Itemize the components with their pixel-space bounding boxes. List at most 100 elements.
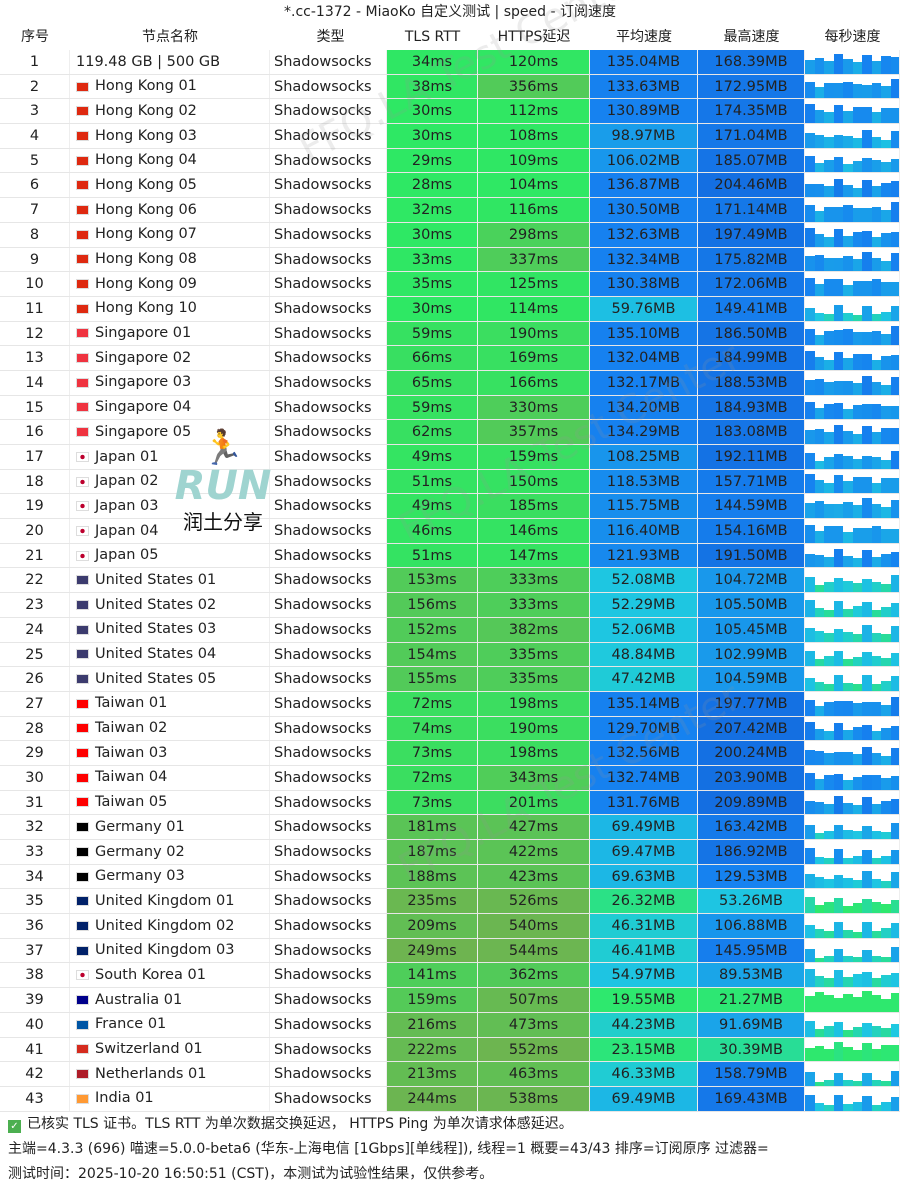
sparkline-bar bbox=[833, 229, 843, 247]
node-name-text: United States 01 bbox=[95, 571, 217, 588]
table-row[interactable]: 17 Japan 01 Shadowsocks 49ms 159ms 108.25MB 19… bbox=[0, 445, 900, 470]
sparkline-bar bbox=[824, 206, 834, 222]
header-per-second-speed[interactable]: 每秒速度 bbox=[824, 29, 881, 45]
cell-avg-speed: 134.20MB bbox=[590, 395, 698, 420]
sparkline-bar bbox=[862, 702, 872, 716]
table-row[interactable]: 14 Singapore 03 Shadowsocks 65ms 166ms 132.17… bbox=[0, 370, 900, 396]
cell-https-latency: 507ms bbox=[478, 988, 590, 1012]
table-row[interactable]: 18 Japan 02 Shadowsocks 51ms 150ms 118.53MB 15… bbox=[0, 469, 900, 495]
header-max-speed[interactable]: 最高速度 bbox=[723, 29, 780, 45]
table-row[interactable]: 3 Hong Kong 02 Shadowsocks 30ms 112ms 130.89M… bbox=[0, 99, 900, 125]
sparkline-bar bbox=[833, 674, 843, 691]
cell-tls-rtt: 62ms bbox=[387, 420, 478, 444]
table-row[interactable]: 13 Singapore 02 Shadowsocks 66ms 169ms 132.04… bbox=[0, 346, 900, 371]
header-https-latency[interactable]: HTTPS延迟 bbox=[497, 29, 571, 45]
table-row[interactable]: 23 United States 02 Shadowsocks 156ms 333ms 5… bbox=[0, 593, 900, 618]
table-row[interactable]: 36 United Kingdom 02 Shadowsocks 209ms 540ms… bbox=[0, 914, 900, 939]
cell-max-speed: 106.88MB bbox=[698, 914, 805, 938]
table-row[interactable]: 30 Taiwan 04 Shadowsocks 72ms 343ms 132.74MB 2… bbox=[0, 765, 900, 791]
per-second-sparkline bbox=[805, 765, 900, 790]
cell-node-name: Japan 05 bbox=[70, 543, 270, 568]
table-row[interactable]: 31 Taiwan 05 Shadowsocks 73ms 201ms 131.76MB 2… bbox=[0, 790, 900, 816]
sparkline-bar bbox=[843, 581, 853, 593]
sparkline-bar bbox=[871, 159, 881, 173]
sparkline-bar bbox=[843, 993, 853, 1012]
table-row[interactable]: 15 Singapore 04 Shadowsocks 59ms 330ms 134.20… bbox=[0, 395, 900, 421]
table-row[interactable]: 34 Germany 03 Shadowsocks 188ms 423ms 69.63MB… bbox=[0, 864, 900, 890]
cell-type: Shadowsocks bbox=[270, 272, 387, 296]
flag-ch-icon bbox=[76, 1044, 89, 1055]
table-row[interactable]: 37 United Kingdom 03 Shadowsocks 249ms 544ms… bbox=[0, 938, 900, 964]
table-row[interactable]: 10 Hong Kong 09 Shadowsocks 35ms 125ms 130.38… bbox=[0, 272, 900, 297]
table-row[interactable]: 40 France 01 Shadowsocks 216ms 473ms 44.23MB 9… bbox=[0, 1012, 900, 1038]
cell-node-name: Hong Kong 10 bbox=[70, 296, 270, 321]
table-row[interactable]: 26 United States 05 Shadowsocks 155ms 335ms 4… bbox=[0, 667, 900, 692]
sparkline-bar bbox=[805, 699, 815, 716]
sparkline-bar bbox=[805, 969, 815, 988]
table-row[interactable]: 41 Switzerland 01 Shadowsocks 222ms 552ms 23.… bbox=[0, 1037, 900, 1063]
header-tls-rtt[interactable]: TLS RTT bbox=[404, 29, 461, 45]
table-row[interactable]: 43 India 01 Shadowsocks 244ms 538ms 69.49MB 16… bbox=[0, 1086, 900, 1112]
table-row[interactable]: 22 United States 01 Shadowsocks 153ms 333ms 5… bbox=[0, 568, 900, 594]
sparkline-bar bbox=[852, 703, 862, 716]
header-index[interactable]: 序号 bbox=[21, 29, 49, 45]
sparkline-bar bbox=[852, 505, 862, 519]
table-row[interactable]: 1 119.48 GB | 500 GB Shadowsocks 34ms 120ms 1… bbox=[0, 50, 900, 75]
sparkline-bar bbox=[805, 430, 815, 444]
table-row[interactable]: 20 Japan 04 Shadowsocks 46ms 146ms 116.40MB 15… bbox=[0, 519, 900, 544]
sparkline-bar bbox=[814, 210, 824, 222]
sparkline-bar bbox=[843, 977, 853, 988]
cell-tls-rtt: 216ms bbox=[387, 1012, 478, 1037]
table-row[interactable]: 2 Hong Kong 01 Shadowsocks 38ms 356ms 133.63M… bbox=[0, 74, 900, 100]
table-row[interactable]: 21 Japan 05 Shadowsocks 51ms 147ms 121.93MB 19… bbox=[0, 543, 900, 569]
table-row[interactable]: 6 Hong Kong 05 Shadowsocks 28ms 104ms 136.87M… bbox=[0, 173, 900, 199]
table-row[interactable]: 11 Hong Kong 10 Shadowsocks 30ms 114ms 59.76M… bbox=[0, 296, 900, 322]
table-row[interactable]: 7 Hong Kong 06 Shadowsocks 32ms 116ms 130.50M… bbox=[0, 198, 900, 223]
sparkline-bar bbox=[852, 458, 862, 469]
table-row[interactable]: 42 Netherlands 01 Shadowsocks 213ms 463ms 46.… bbox=[0, 1062, 900, 1087]
cell-avg-speed: 118.53MB bbox=[590, 469, 698, 494]
table-row[interactable]: 16 Singapore 05 Shadowsocks 62ms 357ms 134.29… bbox=[0, 420, 900, 445]
sparkline-bar bbox=[824, 930, 834, 938]
cell-node-name: Singapore 05 bbox=[70, 420, 270, 444]
cell-max-speed: 163.42MB bbox=[698, 815, 805, 839]
sparkline-bar bbox=[881, 634, 891, 642]
table-row[interactable]: 33 Germany 02 Shadowsocks 187ms 422ms 69.47MB… bbox=[0, 840, 900, 865]
sparkline-bar bbox=[805, 750, 815, 765]
cell-tls-rtt: 222ms bbox=[387, 1037, 478, 1062]
cell-tls-rtt: 66ms bbox=[387, 346, 478, 370]
table-row[interactable]: 9 Hong Kong 08 Shadowsocks 33ms 337ms 132.34M… bbox=[0, 247, 900, 273]
flag-gb-icon bbox=[76, 945, 89, 956]
cell-index: 1 bbox=[0, 50, 70, 74]
cell-max-speed: 149.41MB bbox=[698, 296, 805, 321]
cell-type: Shadowsocks bbox=[270, 741, 387, 765]
table-row[interactable]: 29 Taiwan 03 Shadowsocks 73ms 198ms 132.56MB 2… bbox=[0, 741, 900, 766]
sparkline-bar bbox=[843, 857, 853, 864]
table-row[interactable]: 28 Taiwan 02 Shadowsocks 74ms 190ms 129.70MB 2… bbox=[0, 716, 900, 742]
table-row[interactable]: 4 Hong Kong 03 Shadowsocks 30ms 108ms 98.97MB… bbox=[0, 124, 900, 149]
header-type[interactable]: 类型 bbox=[316, 29, 345, 45]
table-row[interactable]: 12 Singapore 01 Shadowsocks 59ms 190ms 135.10… bbox=[0, 321, 900, 347]
table-row[interactable]: 39 Australia 01 Shadowsocks 159ms 507ms 19.55… bbox=[0, 988, 900, 1013]
table-row[interactable]: 25 United States 04 Shadowsocks 154ms 335ms 4… bbox=[0, 642, 900, 668]
sparkline-bar bbox=[814, 607, 824, 617]
flag-hk-icon bbox=[76, 204, 89, 215]
header-node-name[interactable]: 节点名称 bbox=[142, 29, 198, 45]
sparkline-bar bbox=[871, 995, 881, 1012]
table-row[interactable]: 24 United States 03 Shadowsocks 152ms 382ms 5… bbox=[0, 617, 900, 643]
table-row[interactable]: 8 Hong Kong 07 Shadowsocks 30ms 298ms 132.63M… bbox=[0, 222, 900, 248]
table-row[interactable]: 32 Germany 01 Shadowsocks 181ms 427ms 69.49MB… bbox=[0, 815, 900, 840]
cell-type: Shadowsocks bbox=[270, 617, 387, 642]
table-row[interactable]: 27 Taiwan 01 Shadowsocks 72ms 198ms 135.14MB 1… bbox=[0, 691, 900, 717]
flag-tw-icon bbox=[76, 772, 89, 783]
sparkline-bar bbox=[814, 630, 824, 642]
table-row[interactable]: 35 United Kingdom 01 Shadowsocks 235ms 526ms… bbox=[0, 889, 900, 915]
table-row[interactable]: 5 Hong Kong 04 Shadowsocks 29ms 109ms 106.02M… bbox=[0, 148, 900, 174]
table-row[interactable]: 38 South Korea 01 Shadowsocks 141ms 362ms 54.… bbox=[0, 963, 900, 989]
sparkline-bar bbox=[852, 138, 862, 148]
cell-index: 29 bbox=[0, 741, 70, 765]
sparkline-bar bbox=[871, 804, 881, 815]
table-row[interactable]: 19 Japan 03 Shadowsocks 49ms 185ms 115.75MB 14… bbox=[0, 494, 900, 520]
sparkline-bar bbox=[871, 526, 881, 543]
header-avg-speed[interactable]: 平均速度 bbox=[616, 29, 672, 45]
